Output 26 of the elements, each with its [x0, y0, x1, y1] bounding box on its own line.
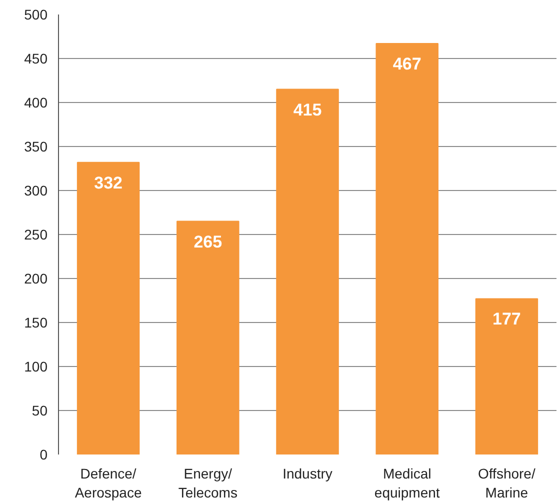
bar: [376, 43, 438, 454]
data-label: 415: [293, 100, 322, 120]
y-tick-label: 450: [24, 50, 48, 66]
y-tick-label: 0: [40, 446, 48, 462]
y-tick-label: 150: [24, 314, 48, 330]
x-tick-label: Energy/ Telecoms: [178, 466, 238, 501]
bar: [475, 298, 538, 454]
bar: [276, 88, 339, 454]
y-tick-label: 350: [24, 138, 48, 154]
data-label: 177: [492, 310, 521, 329]
x-tick-label: Industry: [282, 466, 332, 482]
data-label: 265: [194, 232, 222, 252]
data-label: 467: [392, 54, 422, 74]
data-label: 332: [94, 173, 122, 192]
bar: [76, 162, 140, 454]
y-tick-label: 100: [24, 358, 48, 374]
bar: [176, 220, 240, 454]
x-tick-label: Offshore/ Marine: [478, 466, 536, 501]
y-tick-label: 200: [24, 270, 48, 286]
y-tick-label: 250: [24, 226, 48, 242]
y-tick-label: 300: [24, 182, 48, 198]
y-tick-label: 50: [32, 402, 48, 418]
y-tick-label: 500: [24, 6, 48, 22]
y-tick-label: 400: [24, 94, 48, 110]
x-tick-label: Defence/ Aerospace: [74, 466, 142, 501]
x-tick-label: Medical equipment: [374, 466, 440, 501]
